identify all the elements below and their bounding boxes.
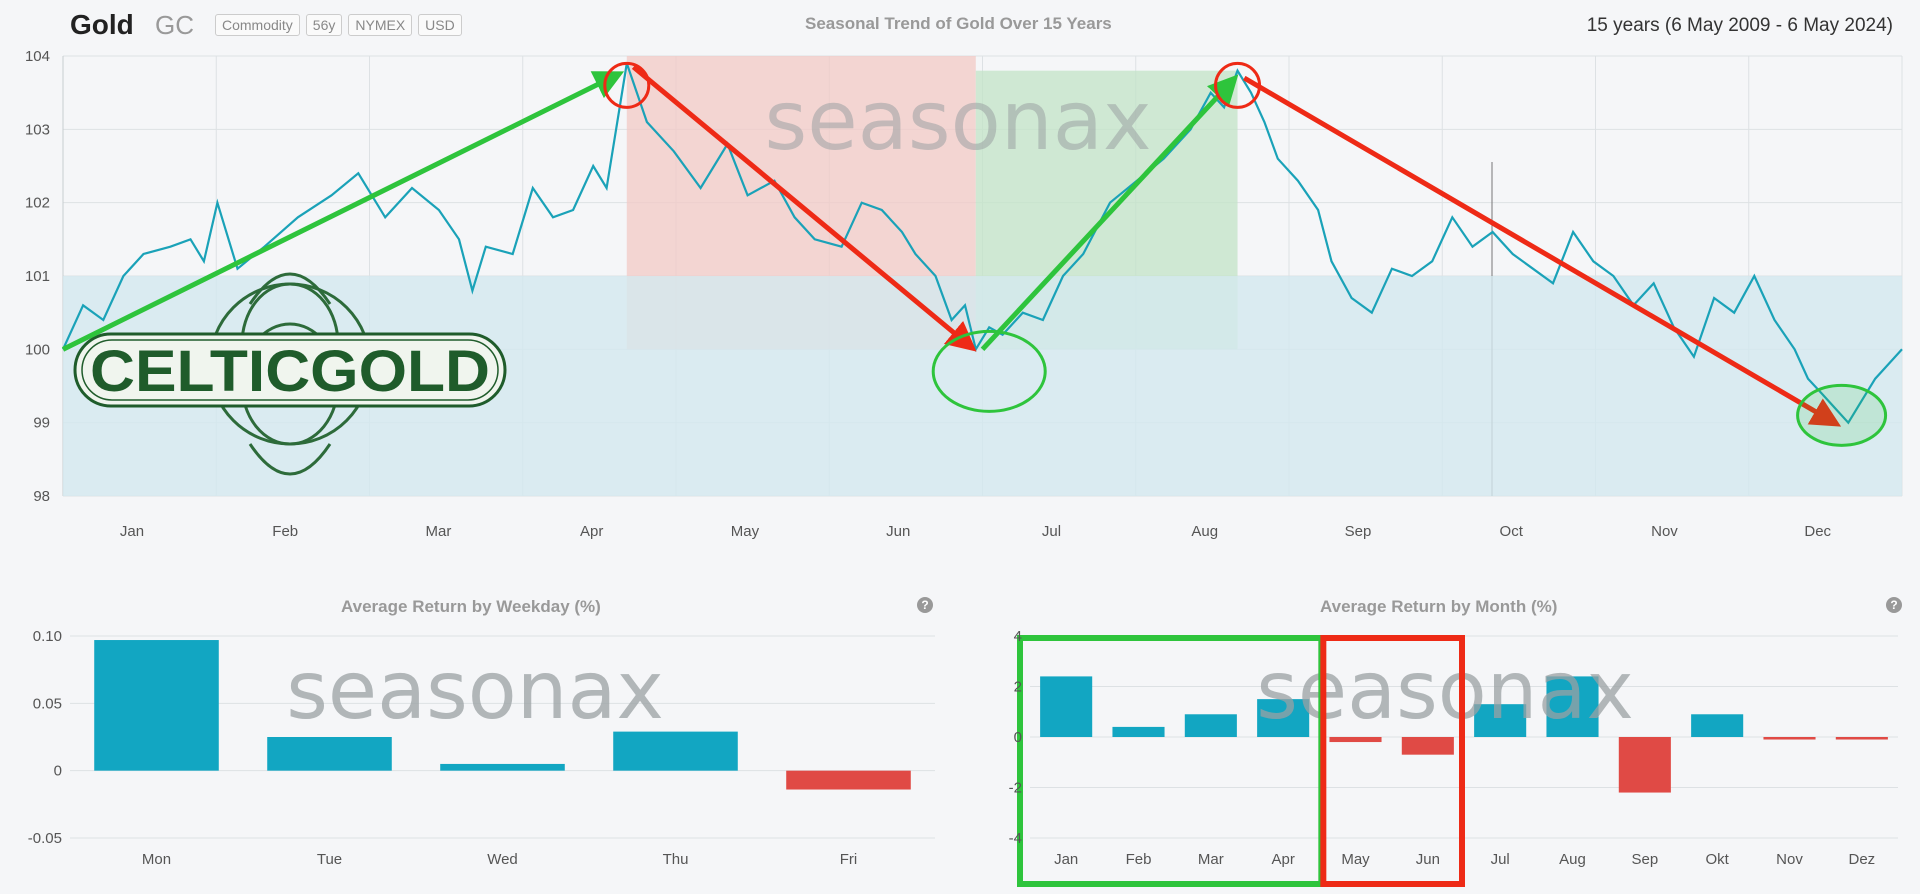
logo-text: CELTICGOLD bbox=[90, 339, 490, 404]
y-tick-label: -2 bbox=[1009, 780, 1022, 797]
bar-mar[interactable] bbox=[1184, 714, 1237, 737]
y-tick-label: 0.05 bbox=[33, 695, 62, 712]
x-tick-label: Nov bbox=[1651, 523, 1678, 540]
uptrend-arrow-2 bbox=[980, 74, 1239, 352]
symbol-name: Gold bbox=[70, 9, 134, 40]
x-tick-label: May bbox=[731, 523, 760, 540]
bar-dez[interactable] bbox=[1835, 737, 1888, 740]
bar-fri[interactable] bbox=[786, 770, 911, 790]
x-tick-label: Oct bbox=[1500, 523, 1524, 540]
seasonal-line bbox=[61, 62, 1903, 425]
x-tick-label: Aug bbox=[1191, 523, 1218, 540]
peak-circle-1 bbox=[603, 61, 651, 109]
bar-tue[interactable] bbox=[267, 737, 392, 771]
low-circle-1 bbox=[931, 329, 1047, 413]
tag-commodity[interactable]: Commodity bbox=[215, 14, 300, 36]
watermark-monthly: seasonax bbox=[1256, 644, 1634, 737]
bar-thu[interactable] bbox=[613, 731, 738, 771]
weekday-chart-title: Average Return by Weekday (%) bbox=[341, 597, 601, 616]
bearish-months-box bbox=[1320, 635, 1466, 887]
celticgold-logo: CELTICGOLD bbox=[73, 272, 507, 476]
watermark-weekday: seasonax bbox=[286, 644, 664, 737]
bar-jun[interactable] bbox=[1401, 737, 1454, 755]
x-tick-label: Feb bbox=[1126, 851, 1152, 868]
y-tick-label: 98 bbox=[33, 488, 50, 505]
x-tick-label: Mon bbox=[142, 851, 171, 868]
downtrend-arrow-2 bbox=[1242, 75, 1842, 427]
low-circle-2 bbox=[1796, 383, 1888, 447]
tag-exchange[interactable]: NYMEX bbox=[348, 14, 413, 36]
x-tick-label: Dez bbox=[1848, 851, 1875, 868]
date-range[interactable]: 15 years (6 May 2009 - 6 May 2024) bbox=[1586, 15, 1893, 36]
bar-feb[interactable] bbox=[1112, 726, 1165, 737]
x-tick-label: Apr bbox=[580, 523, 603, 540]
y-tick-label: 103 bbox=[25, 121, 50, 138]
x-tick-label: Mar bbox=[1198, 851, 1224, 868]
y-tick-label: 4 bbox=[1014, 628, 1022, 645]
bar-okt[interactable] bbox=[1691, 714, 1744, 737]
x-tick-label: Jan bbox=[1054, 851, 1078, 868]
bar-jul[interactable] bbox=[1474, 704, 1527, 737]
bar-may[interactable] bbox=[1329, 737, 1382, 743]
x-tick-label: Jul bbox=[1491, 851, 1510, 868]
weekday-return-chart[interactable]: seasonax 0.10 0.05 0 -0.05 Mon Tue Wed Thu Fri bbox=[0, 620, 950, 894]
x-tick-label: Wed bbox=[487, 851, 518, 868]
bar-apr[interactable] bbox=[1257, 699, 1310, 737]
ticker-code: GC bbox=[155, 10, 194, 40]
seasonal-area bbox=[63, 276, 1902, 496]
monthly-chart-title: Average Return by Month (%) bbox=[1320, 597, 1558, 616]
x-tick-label: Thu bbox=[663, 851, 689, 868]
y-tick-label: 104 bbox=[25, 48, 50, 65]
x-tick-label: Jan bbox=[120, 523, 144, 540]
y-tick-label: 2 bbox=[1014, 679, 1022, 696]
y-tick-label: 99 bbox=[33, 415, 50, 432]
tag-list: Commodity 56y NYMEX USD bbox=[215, 14, 462, 36]
x-tick-label: Feb bbox=[272, 523, 298, 540]
bar-jan[interactable] bbox=[1040, 676, 1093, 737]
bar-sep[interactable] bbox=[1618, 737, 1671, 793]
watermark-main: seasonax bbox=[764, 74, 1151, 169]
y-tick-label: 100 bbox=[25, 341, 50, 358]
bar-aug[interactable] bbox=[1546, 676, 1599, 737]
chart-header: Gold GC Commodity 56y NYMEX USD Seasonal… bbox=[0, 0, 1920, 50]
bar-nov[interactable] bbox=[1763, 737, 1816, 740]
bar-mon[interactable] bbox=[94, 640, 219, 771]
x-tick-label: Jun bbox=[1416, 851, 1440, 868]
x-tick-label: Mar bbox=[426, 523, 452, 540]
main-chart-title: Seasonal Trend of Gold Over 15 Years bbox=[805, 14, 1112, 33]
x-tick-label: May bbox=[1341, 851, 1370, 868]
tag-years[interactable]: 56y bbox=[305, 14, 343, 36]
x-tick-label: Jul bbox=[1042, 523, 1061, 540]
downtrend-arrow-1 bbox=[631, 65, 977, 352]
x-tick-label: Apr bbox=[1271, 851, 1294, 868]
y-tick-label: 0 bbox=[1014, 729, 1022, 746]
weekday-help-icon[interactable]: ? bbox=[917, 597, 933, 613]
x-tick-label: Nov bbox=[1776, 851, 1803, 868]
x-tick-label: Dec bbox=[1804, 523, 1831, 540]
x-tick-label: Okt bbox=[1705, 851, 1729, 868]
y-tick-label: 102 bbox=[25, 195, 50, 212]
x-tick-label: Tue bbox=[317, 851, 342, 868]
y-tick-label: 0 bbox=[54, 763, 62, 780]
bar-wed[interactable] bbox=[440, 763, 565, 771]
x-tick-label: Jun bbox=[886, 523, 910, 540]
x-tick-label: Sep bbox=[1345, 523, 1372, 540]
tag-currency[interactable]: USD bbox=[418, 14, 462, 36]
y-tick-label: 0.10 bbox=[33, 628, 62, 645]
y-tick-label: -4 bbox=[1009, 830, 1022, 847]
monthly-help-icon[interactable]: ? bbox=[1886, 597, 1902, 613]
uptrend-arrow-1 bbox=[61, 71, 625, 352]
x-tick-label: Sep bbox=[1631, 851, 1658, 868]
y-tick-label: -0.05 bbox=[28, 830, 62, 847]
x-tick-label: Fri bbox=[840, 851, 858, 868]
seasonal-trend-chart[interactable]: seasonax CELTICGOLD 1041031021011009998 … bbox=[0, 44, 1920, 554]
y-tick-label: 101 bbox=[25, 268, 50, 285]
monthly-return-chart[interactable]: seasonax 4 2 0 -2 -4 Jan Feb Mar Apr May Jun Jul Aug… bbox=[960, 620, 1920, 894]
peak-circle-2 bbox=[1214, 61, 1262, 109]
x-tick-label: Aug bbox=[1559, 851, 1586, 868]
